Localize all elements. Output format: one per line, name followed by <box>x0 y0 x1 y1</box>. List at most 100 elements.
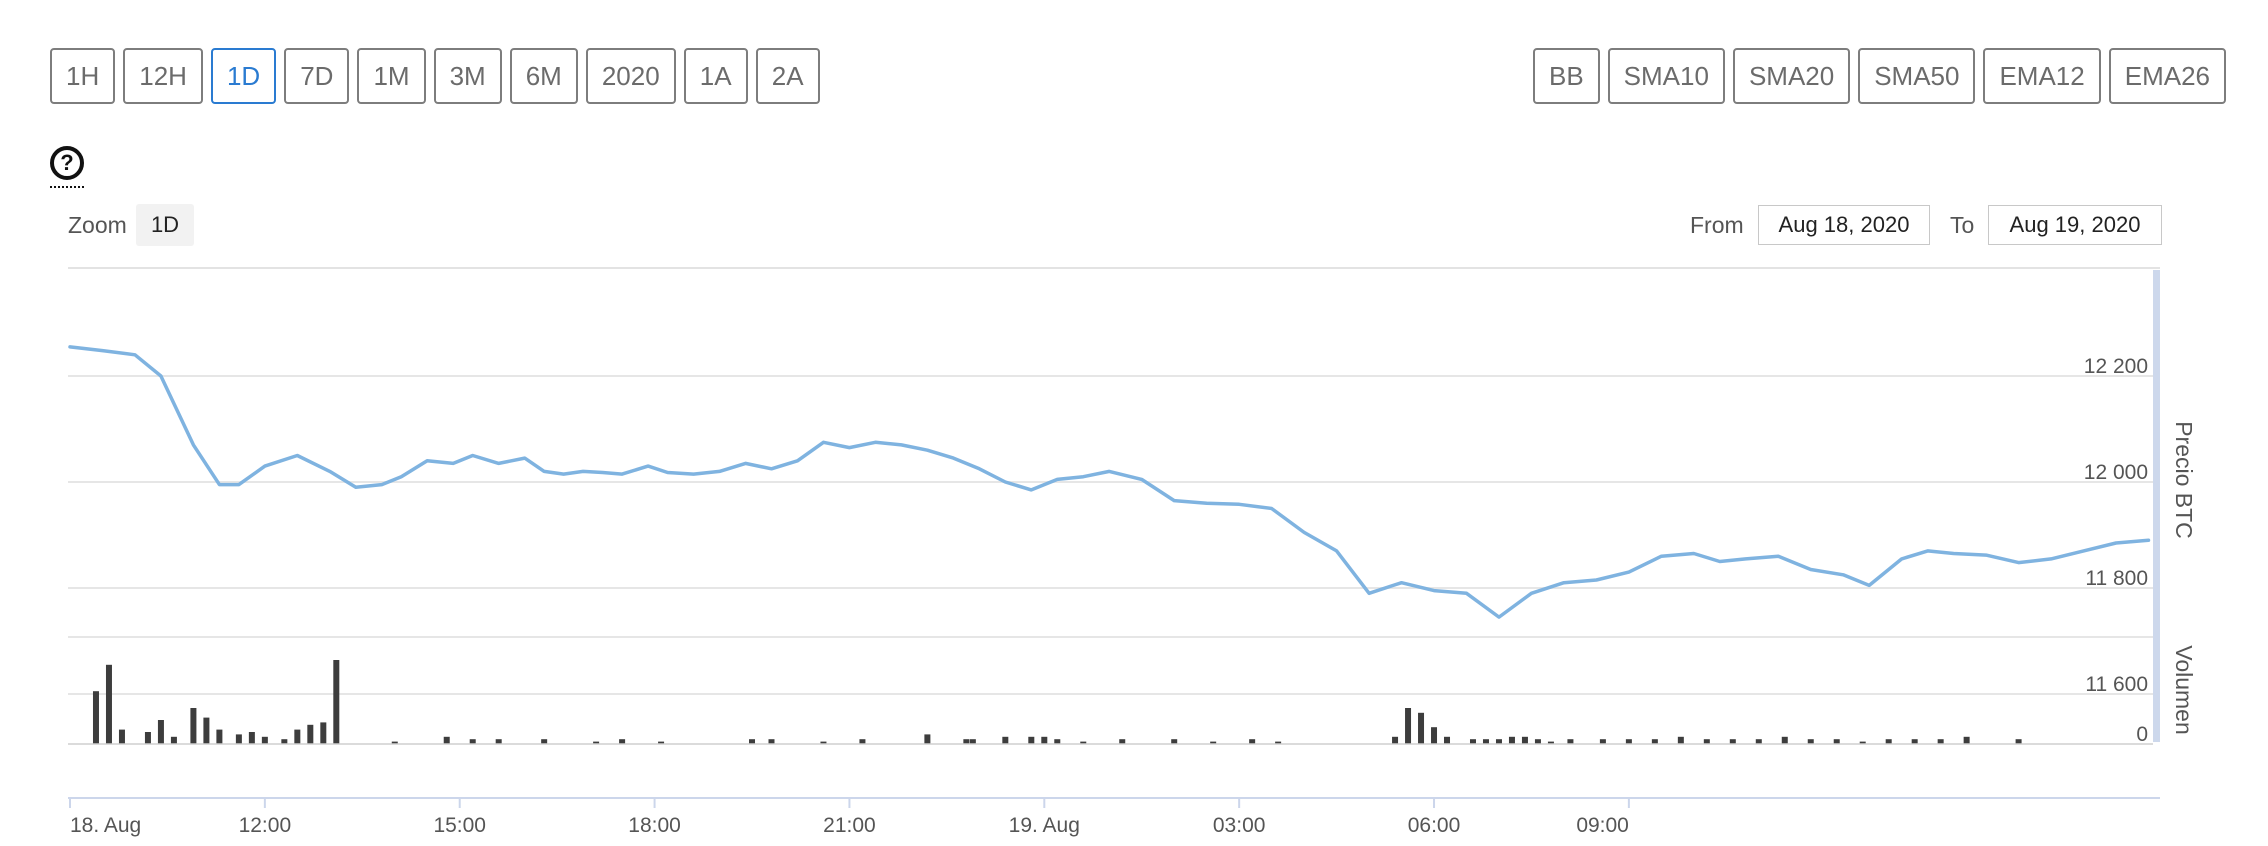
volume-bar <box>1418 712 1425 744</box>
indicator-button-ema26[interactable]: EMA26 <box>2108 48 2226 104</box>
volume-bar <box>118 729 125 744</box>
volume-bar <box>391 741 398 744</box>
volume-bar <box>190 708 197 744</box>
from-date-input[interactable]: Aug 18, 2020 <box>1758 205 1930 245</box>
volume-bar <box>281 739 288 744</box>
zoom-label: Zoom <box>68 212 127 238</box>
volume-bar <box>203 717 210 744</box>
volume-bar <box>1911 739 1918 744</box>
indicator-button-sma50[interactable]: SMA50 <box>1858 48 1976 104</box>
range-button-2a[interactable]: 2A <box>755 48 820 104</box>
volume-bar <box>495 739 502 744</box>
x-tick-label: 15:00 <box>433 814 486 837</box>
volume-bar <box>1963 736 1970 744</box>
volume-bar <box>1703 739 1710 744</box>
volume-bar <box>1534 739 1541 744</box>
volume-bar <box>963 739 970 744</box>
volume-bar <box>1807 739 1814 744</box>
volume-bar <box>1482 739 1489 744</box>
volume-bar <box>261 736 268 744</box>
volume-bar <box>1444 736 1451 744</box>
y-axis-title-price: Precio BTC <box>2171 421 2197 539</box>
x-tick-label: 18:00 <box>628 814 681 837</box>
range-button-3m[interactable]: 3M <box>433 48 502 104</box>
volume-bar <box>859 739 866 744</box>
volume-bar <box>1625 739 1632 744</box>
volume-bar <box>969 739 976 744</box>
volume-bar <box>1028 736 1035 744</box>
range-button-1a[interactable]: 1A <box>683 48 748 104</box>
range-button-6m[interactable]: 6M <box>509 48 578 104</box>
volume-bar <box>1729 739 1736 744</box>
volume-bar <box>1171 739 1178 744</box>
volume-bar <box>1937 739 1944 744</box>
x-tick-label: 21:00 <box>823 814 876 837</box>
from-label: From <box>1690 212 1744 238</box>
volume-bar <box>307 724 314 744</box>
volume-bar <box>248 732 255 744</box>
volume-bar <box>1781 736 1788 744</box>
price-line <box>68 345 2151 619</box>
volume-bar <box>1119 739 1126 744</box>
volume-bar <box>541 739 548 744</box>
x-tick-label: 12:00 <box>239 814 292 837</box>
volume-bars <box>92 660 2022 744</box>
x-tick-label: 03:00 <box>1213 814 1266 837</box>
volume-bar <box>1677 736 1684 744</box>
volume-bar <box>1054 739 1061 744</box>
range-button-12h[interactable]: 12H <box>123 48 203 104</box>
zoom-button-1d[interactable]: 1D <box>136 204 194 246</box>
range-button-1d[interactable]: 1D <box>210 48 277 104</box>
x-tick-label: 06:00 <box>1408 814 1461 837</box>
volume-bar <box>1392 736 1399 744</box>
volume-bar <box>1651 739 1658 744</box>
volume-bar <box>105 664 112 744</box>
volume-bar <box>1249 739 1256 744</box>
help-underline <box>50 186 84 188</box>
volume-bar <box>768 739 775 744</box>
y-tick-label: 12 200 <box>2084 355 2148 378</box>
range-button-1m[interactable]: 1M <box>357 48 426 104</box>
volume-bar <box>1547 741 1554 744</box>
volume-bar <box>1521 736 1528 744</box>
volume-bar <box>294 729 301 744</box>
volume-bar <box>469 739 476 744</box>
volume-bar <box>1833 739 1840 744</box>
volume-bar <box>216 729 223 744</box>
volume-bar <box>2015 739 2022 744</box>
indicator-buttons: BB SMA10 SMA20 SMA50 EMA12 EMA26 <box>1532 48 2226 104</box>
y-tick-label: 11 800 <box>2085 567 2148 590</box>
question-circle-icon[interactable]: ? <box>50 146 84 180</box>
indicator-button-sma10[interactable]: SMA10 <box>1607 48 1725 104</box>
indicator-button-bb[interactable]: BB <box>1532 48 1600 104</box>
indicator-button-sma20[interactable]: SMA20 <box>1732 48 1851 104</box>
volume-bar <box>1080 741 1087 744</box>
indicator-button-ema12[interactable]: EMA12 <box>1983 48 2101 104</box>
navigator-scrollbar <box>2153 270 2160 742</box>
volume-bar <box>1002 736 1009 744</box>
volume-bar <box>1885 739 1892 744</box>
volume-bar <box>144 732 151 744</box>
volume-bar <box>1431 727 1438 744</box>
volume-bar <box>157 720 164 744</box>
range-button-2020[interactable]: 2020 <box>585 48 676 104</box>
volume-bar <box>1275 741 1282 744</box>
volume-bar <box>1859 741 1866 744</box>
y-tick-label: 12 000 <box>2084 461 2148 484</box>
volume-bar <box>1405 708 1412 744</box>
volume-bar <box>333 660 340 744</box>
volume-bar <box>658 741 665 744</box>
volume-bar <box>1567 739 1574 744</box>
to-label: To <box>1950 212 1975 238</box>
x-tick-label: 19. Aug <box>1009 814 1080 837</box>
volume-bar <box>235 734 242 744</box>
volume-bar <box>1469 739 1476 744</box>
range-button-1h[interactable]: 1H <box>50 48 116 104</box>
volume-bar <box>593 741 600 744</box>
volume-bar <box>924 734 931 744</box>
to-date-input[interactable]: Aug 19, 2020 <box>1988 205 2162 245</box>
volume-bar <box>619 739 626 744</box>
range-button-7d[interactable]: 7D <box>284 48 350 104</box>
volume-bar <box>92 691 99 744</box>
